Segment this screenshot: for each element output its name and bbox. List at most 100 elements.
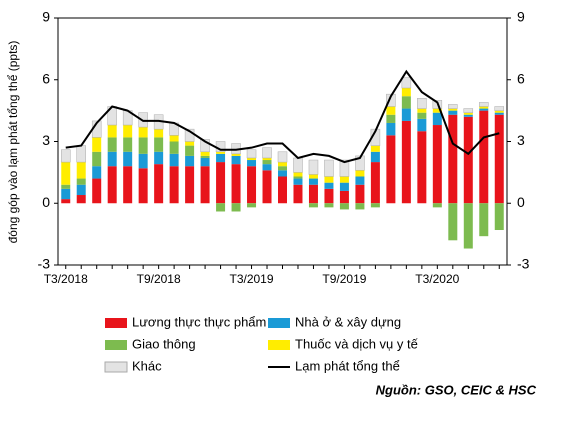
legend-label: Thuốc và dịch vụ y tế [295,336,419,351]
bar-segment [479,108,489,111]
bar-segment [386,93,396,107]
bar-segment [339,182,349,191]
legend-swatch [268,340,290,350]
bar-segment [185,155,195,167]
bar-segment [277,151,288,163]
legend-swatch [268,318,290,328]
bar-segment [278,162,287,167]
bar-segment [154,151,164,165]
bar-segment [231,203,241,212]
bar-segment [417,108,427,113]
source-note: Nguồn: GSO, CEIC & HSC [376,382,537,397]
bar-segment [339,176,349,183]
bar-segment [339,190,349,204]
bar-segment [278,170,287,177]
bar-segment [479,106,489,109]
bar-segment [432,203,442,208]
bar-segment [138,168,148,204]
legend-swatch [105,340,127,350]
bar-segment [494,203,504,231]
bar-segment [448,203,458,241]
bar-segment [216,151,226,154]
bar-segment [76,195,86,204]
bar-segment [262,147,272,159]
bar-segment [154,164,164,204]
bar-segment [138,127,148,138]
bar-segment [246,149,257,159]
bar-segment [200,155,210,158]
bar-segment [216,203,226,212]
bar-segment [278,176,287,204]
x-tick-label: T3/2018 [44,272,88,286]
bar-segment [262,157,272,161]
bar-segment [60,149,71,163]
bar-segment [61,188,71,200]
y-tick-label: 0 [42,194,50,210]
legend-swatch [104,361,128,373]
bar-segment [278,166,287,171]
bar-segment [123,125,133,138]
bar-segment [200,157,210,167]
bar-segment [479,110,489,204]
bar-segment [417,131,427,204]
bar-segment [61,184,71,189]
bar-segment [123,151,133,167]
bar-segment [448,110,458,115]
legend-label: Lạm phát tổng thể [295,358,400,373]
bar-segment [247,166,257,204]
bar-segment [417,98,427,109]
bar-segment [107,151,117,167]
bar-segment [370,203,380,208]
legend-label: Giao thông [132,336,196,351]
bar-segment [247,160,257,167]
bar-segment [92,178,102,204]
bar-segment [324,159,334,177]
bar-segment [432,125,442,204]
bar-segment [92,137,102,152]
y2-tick-label: 6 [517,70,525,86]
bar-segment [494,114,504,204]
y2-tick-label: -3 [517,256,530,272]
bar-segment [107,166,117,204]
bar-segment [448,108,458,111]
bar-segment [339,159,350,177]
bar-segment [432,108,442,113]
bar-segment [308,159,319,175]
bar-segment [494,112,504,115]
bar-segment [417,112,427,119]
bar-segment [61,162,71,185]
bar-segment [231,153,241,156]
bar-segment [247,203,257,208]
bar-segment [76,178,86,185]
y-tick-label: 3 [42,132,50,148]
bar-segment [324,182,334,189]
bar-segment [401,120,411,204]
bar-segment [386,106,396,115]
y2-tick-label: 3 [517,132,525,148]
bar-segment [417,118,427,132]
line-series [65,69,500,164]
bar-segment [293,184,303,204]
bar-segment [355,170,365,177]
bar-segment [463,112,473,115]
y-tick-label: 9 [42,9,50,25]
bar-segment [339,203,349,210]
bar-segment [370,145,380,152]
bar-segment [386,122,396,136]
bar-segment [169,166,179,204]
bar-segment [293,178,303,185]
legend-label: Lương thực thực phẩm [132,314,266,329]
bar-segment [76,162,86,179]
bar-segment [463,116,473,204]
bar-segment [293,172,303,177]
bar-segment [401,87,411,97]
bar-segment [324,176,334,183]
bar-segment [448,114,458,204]
y-tick-label: -3 [38,256,51,272]
x-tick-label: T3/2019 [230,272,274,286]
bar-segment [169,153,179,167]
bar-segment [123,166,133,204]
bar-segment [200,151,210,156]
bar-segment [308,203,318,208]
